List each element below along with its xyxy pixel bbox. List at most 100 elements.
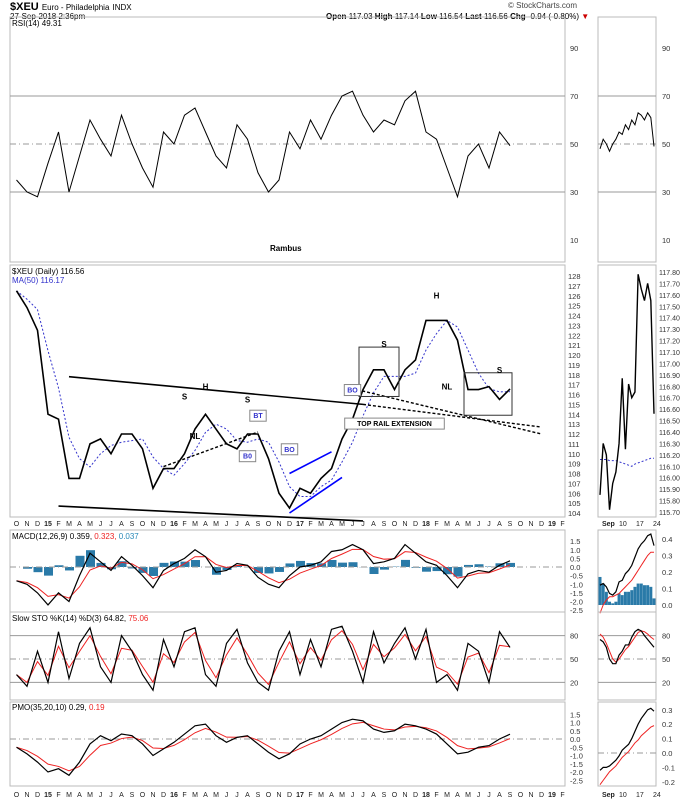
price-tick: 105 [568,499,581,508]
date-axis-bottom: M [339,792,345,799]
pattern-label: S [182,392,188,401]
sto-zoom-tick: 20 [662,678,670,687]
price-legend: $XEU (Daily) 116.56 [12,267,85,276]
date-axis-bottom: A [119,792,124,799]
pmo-tick: -1.5 [570,760,583,769]
pattern-label: H [434,292,440,301]
pattern-label: NL [442,383,453,392]
price-tick: 113 [568,420,580,429]
date-axis-bottom: M [87,792,93,799]
macd-zoom-tick: 0.2 [662,568,672,577]
macd-zoom-histogram-bar [617,593,621,605]
macd-legend: MACD(12,26,9) 0.359, 0.323, 0.037 [12,532,139,541]
macd-zoom-histogram-bar [627,591,631,605]
neckline-1 [163,431,259,468]
date-axis-top: F [56,521,60,528]
pattern-label: S [381,340,387,349]
callout-box [343,384,362,397]
date-axis-top: A [203,521,208,528]
ma50-line [16,290,511,498]
date-axis-bottom: F [308,792,312,799]
date-axis-top: J [235,521,239,528]
price-zoom-tick: 117.20 [659,339,680,346]
price-zoom-tick: 116.50 [659,419,680,426]
price-tick: 111 [568,440,579,449]
date-axis-bottom: N [24,792,29,799]
price-zoom-tick: 116.40 [659,430,680,437]
date-axis-bottom-zoom: 17 [636,792,644,799]
macd-zoom-tick: 0.3 [662,552,672,561]
down-arrow-icon: ▼ [581,12,590,21]
sto-k-line [16,625,511,692]
date-axis-bottom: F [434,792,438,799]
macd-zoom-histogram-bar [636,583,640,605]
date-axis-top: A [329,521,334,528]
date-axis-bottom: J [109,792,113,799]
date-axis-bottom: D [413,792,418,799]
price-zoom-tick: 117.30 [659,327,680,334]
sto-tick: 50 [570,655,578,664]
price-tick: 124 [568,312,581,321]
date-axis-top: A [371,521,376,528]
date-axis-top: M [192,521,198,528]
macd-histogram-bar [117,561,127,567]
macd-zoom-line [599,533,655,596]
price-tick: 127 [568,282,581,291]
date-axis-top: J [477,521,481,528]
macd-tick: 0.0 [570,563,580,572]
right-shoulder-box-2 [463,372,513,416]
chart-title: $XEU Euro - Philadelphia INDX [10,1,132,13]
date-axis-top: A [455,521,460,528]
date-axis-bottom: 16 [170,792,178,799]
rsi-zoom-panel [597,16,657,263]
date-axis-bottom: O [14,792,20,799]
macd-histogram-bar [54,565,64,567]
stockcharts-credit: © StockCharts.com [508,1,578,10]
macd-tick: 0.5 [570,554,580,563]
pmo-tick: 0.0 [570,735,580,744]
macd-signal-line [16,548,511,599]
date-axis-bottom: 15 [44,792,52,799]
date-axis-bottom: N [528,792,533,799]
date-axis-bottom: A [77,792,82,799]
macd-histogram-bar [86,550,95,567]
macd-histogram-bar [401,559,410,567]
date-axis-bottom: 18 [422,792,430,799]
macd-zoom-histogram-bar [620,595,624,605]
macd-zoom-histogram-bar [598,576,602,605]
date-axis-bottom-zoom: Sep [602,792,615,799]
date-axis-top: O [518,521,524,528]
price-zoom-tick: 116.70 [659,396,680,403]
date-axis-bottom: O [266,792,272,799]
macd-histogram-bar [275,567,284,572]
date-axis-bottom: O [392,792,398,799]
price-zoom-tick: 116.80 [659,384,680,391]
pmo-tick: 1.0 [570,719,580,728]
price-zoom-tick: 116.00 [659,476,680,483]
macd-histogram-bar [65,567,74,571]
date-axis-bottom: N [150,792,155,799]
rsi-line [16,90,511,199]
date-axis-bottom: F [182,792,186,799]
date-axis-top: M [213,521,219,528]
date-axis-top: F [308,521,312,528]
price-tick: 104 [568,509,581,518]
date-axis-bottom: M [444,792,450,799]
rsi-zoom-line [599,111,655,153]
date-axis-bottom: S [130,792,135,799]
rsi-tick: 50 [570,140,578,149]
rsi-zoom-tick: 50 [662,140,670,149]
macd-histogram-bar [23,567,32,569]
macd-zoom-histogram-bar [639,583,643,605]
macd-tick: -2.5 [570,606,583,615]
sto-zoom-k-line [599,628,655,665]
date-axis-top-zoom: Sep [602,521,615,528]
price-tick: 115 [568,400,580,409]
macd-line [16,543,511,606]
macd-histogram-bar [432,567,442,572]
macd-histogram-bar [222,567,232,571]
date-axis-top: 16 [170,521,178,528]
sto-tick: 20 [570,678,578,687]
price-zoom-tick: 117.00 [659,361,680,368]
